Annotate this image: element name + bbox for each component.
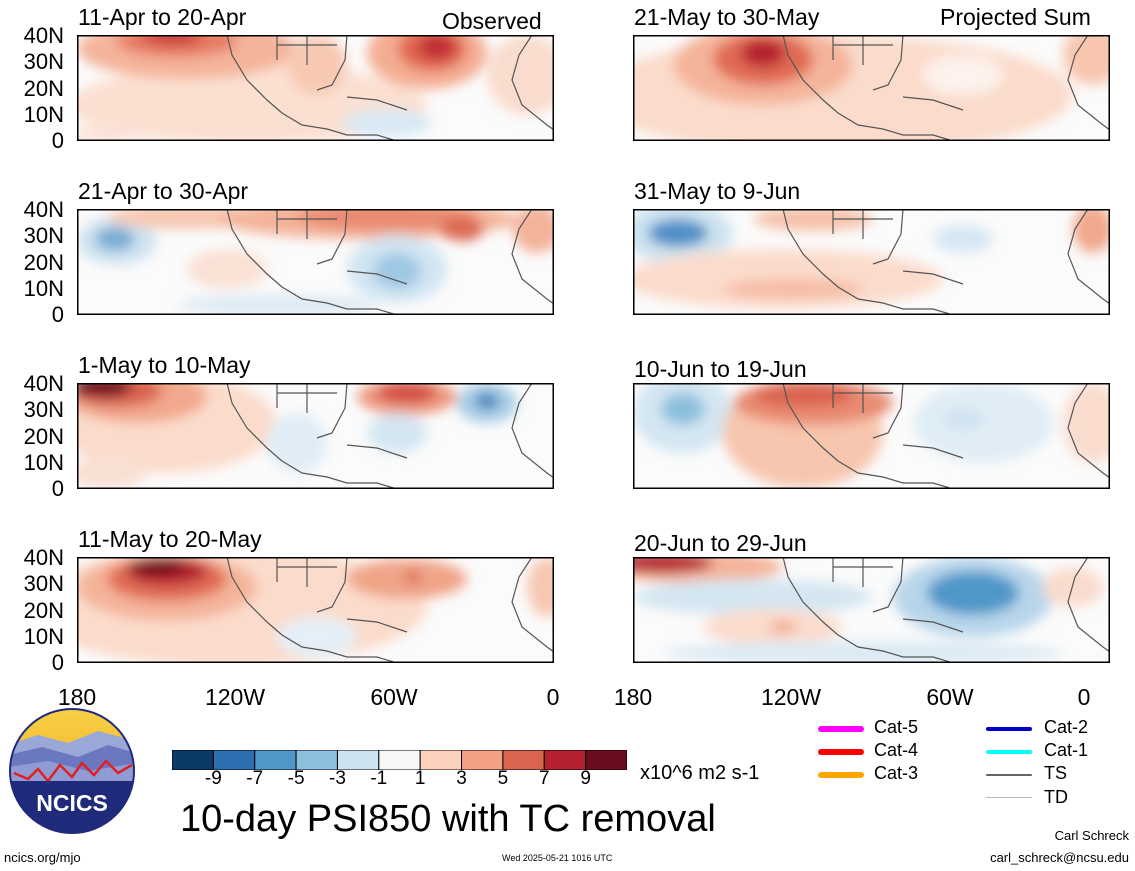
panel-title: 21-May to 30-May xyxy=(634,4,820,30)
map-panel xyxy=(77,383,554,489)
panel-title: 20-Jun to 29-Jun xyxy=(634,530,807,556)
colorbar-swatch xyxy=(585,750,627,770)
colorbar-swatch xyxy=(212,750,256,770)
lat-tick: 40N xyxy=(23,371,64,396)
lat-tick: 0 xyxy=(51,302,64,327)
lat-tick: 10N xyxy=(23,102,64,127)
footer-url[interactable]: ncics.org/mjo xyxy=(4,850,81,865)
lat-tick: 40N xyxy=(23,23,64,48)
lat-tick: 10N xyxy=(23,450,64,475)
panel-title: 11-Apr to 20-Apr xyxy=(78,4,247,30)
colorbar-tick: 7 xyxy=(538,768,550,789)
map-panel xyxy=(77,557,554,663)
colorbar-swatch xyxy=(336,750,380,770)
lat-tick: 40N xyxy=(23,545,64,570)
colorbar-units: x10^6 m2 s-1 xyxy=(640,762,760,784)
lon-tick: 180 xyxy=(57,684,97,710)
legend-label: Cat-4 xyxy=(874,740,919,760)
lon-tick: 60W xyxy=(370,684,418,710)
colorbar-tick: 5 xyxy=(497,768,509,789)
ncics-logo: NCICS xyxy=(9,708,135,834)
colorbar-tick: -7 xyxy=(246,768,264,789)
colorbar-swatch xyxy=(378,750,421,770)
colorbar-tick: 1 xyxy=(414,768,426,789)
legend-swatch-cat2 xyxy=(986,727,1032,731)
panel-title: 21-Apr to 30-Apr xyxy=(78,178,249,204)
colorbar-tick: 9 xyxy=(580,768,591,789)
legend-swatch-cat4 xyxy=(818,749,864,755)
lon-tick: 120W xyxy=(204,684,266,710)
lon-tick: 0 xyxy=(1077,684,1091,710)
colorbar-swatch xyxy=(172,750,214,770)
map-panel xyxy=(77,209,554,315)
colorbar-tick: 3 xyxy=(456,768,467,789)
legend-label: TS xyxy=(1044,763,1068,783)
observed-label: Observed xyxy=(442,8,542,34)
panel-title: 31-May to 9-Jun xyxy=(634,178,801,204)
colorbar-tick: -5 xyxy=(287,768,305,789)
panel-title: 11-May to 20-May xyxy=(78,526,262,552)
legend-swatch-td xyxy=(986,797,1032,798)
map-panel xyxy=(633,383,1110,489)
lat-tick: 30N xyxy=(23,397,64,422)
map-panel xyxy=(77,35,554,141)
lat-tick: 10N xyxy=(23,624,64,649)
lon-tick: 120W xyxy=(760,684,822,710)
lat-tick: 0 xyxy=(51,476,64,501)
legend-swatch-ts xyxy=(986,774,1032,776)
colorbar-swatch xyxy=(295,750,338,770)
projected-label: Projected Sum xyxy=(940,4,1091,30)
lat-tick: 0 xyxy=(51,650,64,675)
logo-text: NCICS xyxy=(36,790,108,816)
lat-tick: 40N xyxy=(23,197,64,222)
colorbar-tick: -1 xyxy=(370,768,388,789)
colorbar-swatch xyxy=(254,750,297,770)
lat-tick: 20N xyxy=(23,424,64,449)
map-panel xyxy=(633,557,1110,663)
colorbar-swatch xyxy=(543,750,587,770)
lat-tick: 30N xyxy=(23,223,64,248)
lat-tick: 30N xyxy=(23,49,64,74)
map-panel xyxy=(633,209,1110,315)
lat-tick: 10N xyxy=(23,276,64,301)
footer-timestamp: Wed 2025-05-21 1016 UTC xyxy=(502,853,613,863)
colorbar-tick: -9 xyxy=(204,768,222,789)
footer-email[interactable]: carl_schreck@ncsu.edu xyxy=(990,850,1129,865)
colorbar-swatch xyxy=(461,750,504,770)
lat-tick: 20N xyxy=(23,250,64,275)
colorbar-tick: -3 xyxy=(329,768,346,789)
legend-swatch-cat3 xyxy=(818,772,864,778)
legend-swatch-cat5 xyxy=(818,726,864,732)
main-title: 10-day PSI850 with TC removal xyxy=(180,798,716,840)
colorbar-swatch xyxy=(502,750,545,770)
colorbar-swatch xyxy=(419,750,463,770)
panel-title: 10-Jun to 19-Jun xyxy=(634,356,807,382)
legend-label: TD xyxy=(1044,787,1068,807)
lat-tick: 20N xyxy=(23,76,64,101)
lon-tick: 0 xyxy=(546,684,560,710)
lon-tick: 180 xyxy=(613,684,653,710)
lon-tick: 60W xyxy=(926,684,974,710)
map-panel xyxy=(633,35,1110,141)
legend-label: Cat-3 xyxy=(874,763,919,783)
lat-tick: 20N xyxy=(23,598,64,623)
legend-swatch-cat1 xyxy=(986,750,1032,754)
panel-title: 1-May to 10-May xyxy=(78,352,251,378)
lat-tick: 30N xyxy=(23,571,64,596)
footer-author: Carl Schreck xyxy=(1054,828,1129,843)
legend-label: Cat-1 xyxy=(1044,740,1089,760)
lat-tick: 0 xyxy=(51,128,64,153)
legend-label: Cat-5 xyxy=(874,717,919,737)
legend-label: Cat-2 xyxy=(1044,717,1089,737)
colorbar xyxy=(172,750,627,770)
